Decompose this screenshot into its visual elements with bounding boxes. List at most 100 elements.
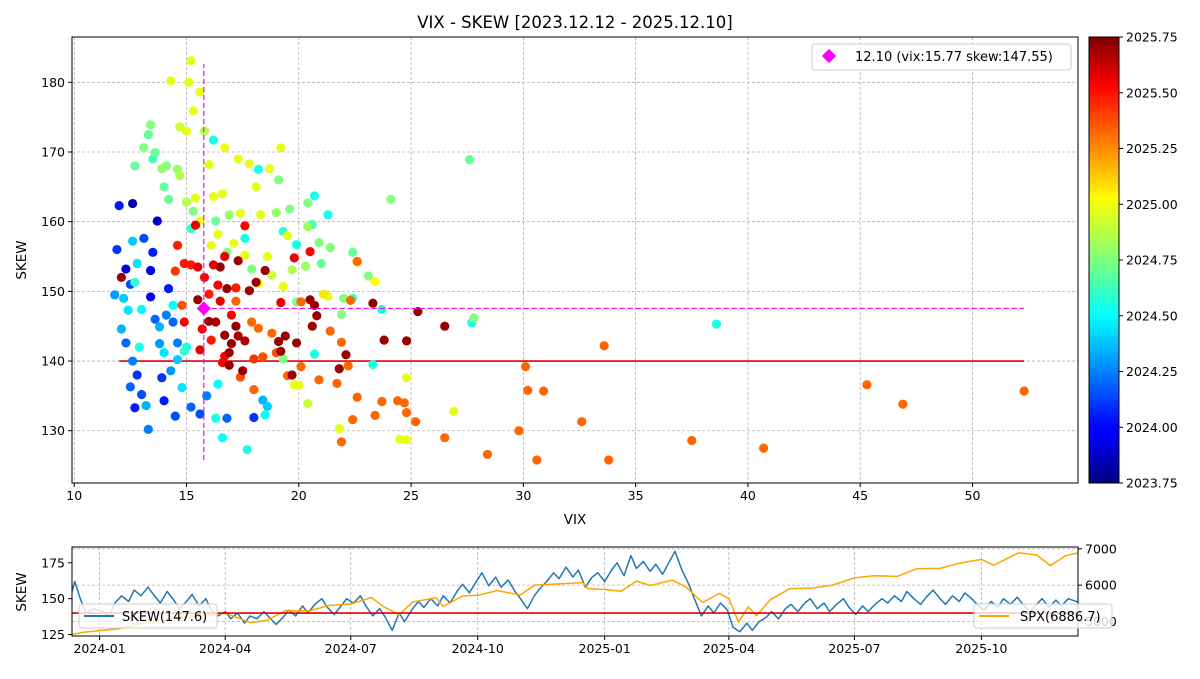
scatter-point (285, 204, 295, 214)
x-tick-label: 30 (515, 488, 531, 503)
scatter-point (469, 313, 479, 323)
right-y-tick-label: 6000 (1085, 578, 1117, 593)
x-tick-label: 25 (403, 488, 419, 503)
scatter-point (280, 331, 290, 341)
scatter-point (213, 280, 223, 290)
scatter-point (256, 210, 266, 220)
colorbar-tick-label: 2024.00 (1126, 420, 1178, 435)
scatter-point (368, 298, 378, 308)
scatter-point (303, 198, 313, 208)
scatter-point (276, 346, 286, 356)
colorbar-tick-label: 2025.00 (1126, 197, 1178, 212)
scatter-point (184, 77, 194, 87)
scatter-point (141, 401, 151, 411)
scatter-point (195, 87, 205, 97)
scatter-point (363, 271, 374, 281)
scatter-point (132, 258, 142, 269)
timeseries-gridlines (72, 547, 1078, 636)
scatter-point (137, 389, 147, 400)
scatter-point (532, 455, 542, 465)
scatter-point (303, 398, 313, 409)
scatter-point (314, 237, 324, 248)
scatter-point (386, 194, 396, 204)
scatter-point (247, 317, 257, 327)
scatter-point (377, 396, 387, 407)
scatter-point (296, 297, 306, 307)
chart-title: VIX - SKEW [2023.12.12 - 2025.12.10] (417, 13, 732, 32)
scatter-point (449, 406, 459, 416)
timeseries-plot-frame (71, 546, 1079, 637)
scatter-point (377, 304, 387, 315)
y-tick-label: 180 (41, 75, 65, 90)
scatter-point (195, 409, 205, 419)
date-tick-label: 2025-04 (703, 641, 755, 656)
scatter-point (309, 349, 320, 359)
scatter-point (287, 370, 297, 380)
scatter-point (224, 348, 234, 358)
scatter-point (1019, 386, 1029, 396)
scatter-point (166, 366, 176, 376)
scatter-point (318, 289, 329, 299)
scatter-point (282, 231, 293, 241)
scatter-point (862, 380, 872, 390)
scatter-point (314, 375, 324, 385)
colorbar-tick-label: 2024.75 (1126, 253, 1178, 268)
scatter-point (145, 120, 156, 130)
scatter-point (233, 154, 243, 164)
scatter-point (258, 352, 268, 362)
left-y-tick-label: 150 (41, 591, 65, 606)
scatter-point (523, 385, 533, 395)
scatter-point (262, 251, 272, 262)
scatter-point (287, 265, 297, 275)
scatter-point (130, 403, 140, 413)
scatter-point (336, 437, 347, 447)
series-line-spx (71, 552, 1079, 636)
scatter-point (251, 277, 261, 287)
scatter-point (143, 424, 153, 434)
scatter-point (125, 382, 135, 392)
scatter-point (168, 317, 178, 327)
y-tick-label: 150 (41, 284, 65, 299)
scatter-point (188, 106, 198, 116)
colorbar-ticks: 2023.75 2024.00 2024.25 2024.50 2024.75 2025.… (1119, 30, 1178, 491)
scatter-point (309, 191, 320, 201)
left-y-tick-label: 125 (41, 627, 65, 642)
x-tick-label: 10 (66, 488, 82, 503)
scatter-point (154, 322, 165, 332)
scatter-point (114, 201, 124, 211)
scatter-point (123, 305, 133, 315)
scatter-point (226, 339, 237, 349)
scatter-point (186, 402, 196, 412)
colorbar (1088, 36, 1120, 484)
scatter-point (260, 265, 270, 276)
scatter-point (325, 326, 335, 336)
scatter-point (215, 296, 225, 306)
scatter-point (224, 210, 234, 220)
highlight-marker (196, 301, 211, 316)
scatter-point (253, 164, 263, 175)
scatter-point (291, 338, 302, 348)
scatter-point (307, 321, 317, 331)
left-y-tick-label: 175 (41, 555, 65, 570)
scatter-point (170, 266, 180, 276)
scatter-point (399, 398, 409, 408)
scatter-point (128, 198, 138, 209)
scatter-point (233, 256, 243, 266)
scatter-x-axis-label: VIX (564, 512, 586, 528)
scatter-point (193, 262, 203, 272)
scatter-point (208, 135, 219, 145)
scatter-point (130, 277, 140, 287)
scatter-point (348, 247, 358, 257)
scatter-point (401, 408, 412, 418)
scatter-point (267, 270, 277, 280)
scatter-point (211, 216, 221, 226)
scatter-point (305, 247, 315, 257)
scatter-point (220, 143, 230, 153)
scatter-point (222, 283, 232, 294)
scatter-point (195, 345, 205, 355)
scatter-point (159, 396, 169, 406)
scatter-point (175, 122, 185, 132)
scatter-point (157, 164, 167, 174)
